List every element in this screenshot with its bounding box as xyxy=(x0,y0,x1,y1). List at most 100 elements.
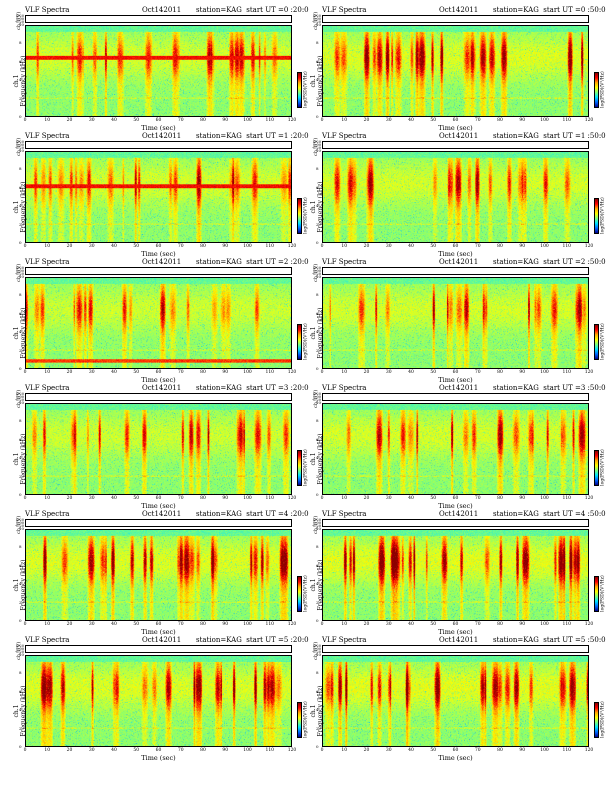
timeseries-tick-label: -0.20 xyxy=(15,524,24,528)
spectrogram xyxy=(25,277,292,369)
y-tick-label: 6 xyxy=(19,688,22,694)
x-tick-label: 50 xyxy=(133,622,140,627)
x-tick-label: 100 xyxy=(243,244,252,249)
y-tick-label: 4 xyxy=(316,329,319,335)
y-axis-frequency-label: Frequency (kHz) xyxy=(317,559,324,611)
panel-date: Oct142011 xyxy=(142,258,182,266)
x-tick-label: 50 xyxy=(430,370,437,375)
timeseries-tick-label: 0.20 xyxy=(16,266,24,270)
x-tick-label: 10 xyxy=(44,370,51,375)
x-tick-label: 110 xyxy=(562,370,572,375)
panel-title: VLF Spectra xyxy=(322,384,367,392)
x-tick-label: 20 xyxy=(363,370,370,375)
x-tick-label: 70 xyxy=(177,370,184,375)
colorbar-label-wrap: log(PSD)(V²/Hz) xyxy=(304,322,309,362)
y-axis-channel-label: ch.1 xyxy=(13,326,20,340)
panel-station-time: station=KAG start UT =1 :20:0 xyxy=(196,132,309,140)
timeseries-plot xyxy=(322,393,589,401)
y-tick-label: 10 xyxy=(316,22,322,27)
x-tick-label: 10 xyxy=(44,118,51,123)
y-tick-label: 2 xyxy=(19,95,22,101)
y-axis-channel-label: ch.1 xyxy=(310,326,317,340)
timeseries-tick-label: 0.20 xyxy=(16,14,24,18)
x-tick-label: 80 xyxy=(497,622,503,627)
y-tick-label: 0 xyxy=(316,618,319,623)
x-tick-label: 110 xyxy=(562,622,572,627)
x-tick-label: 0 xyxy=(320,496,324,501)
colorbar-label: log(PSD)(V²/Hz) xyxy=(303,575,309,612)
x-tick-label: 30 xyxy=(385,118,392,123)
x-tick-label: 50 xyxy=(430,244,437,249)
colorbar-label-wrap: log(PSD)(V²/Hz) xyxy=(601,700,606,740)
x-tick-label: 110 xyxy=(265,118,275,123)
x-axis-label: Time (sec) xyxy=(141,502,176,510)
x-tick-label: 80 xyxy=(497,370,503,375)
y-tick-label: 10 xyxy=(19,526,25,531)
x-tick-label: 20 xyxy=(66,244,73,249)
x-tick-label: 90 xyxy=(222,622,229,627)
y-tick-label: 0 xyxy=(316,492,319,497)
x-tick-label: 50 xyxy=(430,118,437,123)
x-tick-label: 0 xyxy=(23,496,27,501)
x-tick-label: 50 xyxy=(133,496,140,501)
y-axis-frequency-label: Frequency (kHz) xyxy=(20,685,27,737)
colorbar-label-wrap: log(PSD)(V²/Hz) xyxy=(304,700,309,740)
x-tick-label: 50 xyxy=(430,748,437,753)
y-axis-channel-label: ch.1 xyxy=(310,74,317,88)
spectrogram-canvas xyxy=(323,530,588,620)
x-tick-label: 90 xyxy=(519,496,526,501)
timeseries-plot xyxy=(25,393,292,401)
y-tick-label: 2 xyxy=(316,599,319,605)
x-tick-label: 30 xyxy=(88,622,95,627)
x-tick-label: 120 xyxy=(287,496,297,501)
colorbar xyxy=(594,324,599,360)
x-ticks: 0 10 20 30 40 50 60 70 80 90 100 110 120 xyxy=(24,244,297,250)
x-tick-label: 0 xyxy=(320,622,324,627)
x-tick-label: 50 xyxy=(430,496,437,501)
timeseries-tick-label: 0.00 xyxy=(16,521,24,525)
y-axis-label: ch.1 Frequency (kHz) xyxy=(310,557,324,613)
x-tick-label: 40 xyxy=(111,496,117,501)
timeseries-tick-label: -0.20 xyxy=(312,272,321,276)
y-axis-label: ch.1 Frequency (kHz) xyxy=(13,431,27,487)
timeseries-tick-label: 0.20 xyxy=(16,644,24,648)
x-tick-label: 10 xyxy=(44,748,51,753)
x-tick-label: 70 xyxy=(177,244,184,249)
spectra-panel: VLF Spectra Oct142011 station=KAG start UT… xyxy=(13,510,309,637)
colorbar-label: log(PSD)(V²/Hz) xyxy=(303,449,309,486)
spectra-panel: VLF Spectra Oct142011 station=KAG start UT… xyxy=(310,510,606,637)
panel-station-time: station=KAG start UT =1 :50:0 xyxy=(493,132,606,140)
colorbar xyxy=(297,576,302,612)
timeseries-tick-label: 0.20 xyxy=(313,392,321,396)
y-tick-label: 0 xyxy=(316,114,319,119)
x-tick-label: 60 xyxy=(452,622,459,627)
y-tick-label: 6 xyxy=(316,436,319,442)
panel-date: Oct142011 xyxy=(142,510,182,518)
panel-date: Oct142011 xyxy=(439,132,479,140)
x-tick-label: 100 xyxy=(540,118,549,123)
x-tick-label: 80 xyxy=(200,622,206,627)
y-axis-frequency-label: Frequency (kHz) xyxy=(20,307,27,359)
x-tick-label: 40 xyxy=(408,748,414,753)
panel-date: Oct142011 xyxy=(439,636,479,644)
colorbar xyxy=(297,450,302,486)
y-tick-label: 8 xyxy=(316,418,319,424)
x-tick-label: 60 xyxy=(155,748,162,753)
panel-title: VLF Spectra xyxy=(322,636,367,644)
colorbar xyxy=(297,198,302,234)
colorbar-label-wrap: log(PSD)(V²/Hz) xyxy=(304,574,309,614)
x-tick-label: 120 xyxy=(584,244,594,249)
y-axis-frequency-label: Frequency (kHz) xyxy=(20,433,27,485)
x-tick-label: 100 xyxy=(243,748,252,753)
x-tick-label: 60 xyxy=(155,244,162,249)
timeseries-tick-label: 0.00 xyxy=(16,395,24,399)
spectrogram-canvas xyxy=(323,26,588,116)
timeseries-tick-label: 0.20 xyxy=(313,266,321,270)
x-tick-label: 90 xyxy=(222,244,229,249)
colorbar xyxy=(594,198,599,234)
y-tick-label: 4 xyxy=(19,329,22,335)
y-tick-label: 10 xyxy=(19,148,25,153)
colorbar-label-wrap: log(PSD)(V²/Hz) xyxy=(304,70,309,110)
x-tick-label: 20 xyxy=(66,496,73,501)
